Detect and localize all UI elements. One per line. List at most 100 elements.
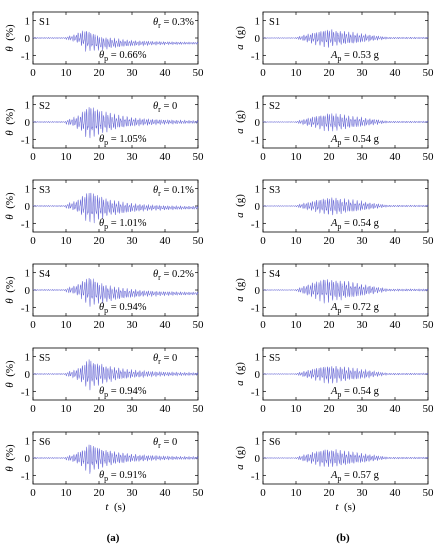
peak-drift-label: θp = 1.05%: [99, 134, 147, 147]
x-axis-unit: (s): [338, 501, 355, 513]
peak-accel-label: Ap = 0.57 g: [330, 470, 380, 483]
x-tick-label: 20: [324, 487, 336, 499]
y-axis-label: a (g): [234, 26, 246, 50]
panel-id-label: S2: [269, 101, 280, 112]
x-tick-label: 0: [260, 487, 266, 499]
y-axis-label: θ (%): [4, 360, 16, 388]
x-tick-label: 20: [324, 319, 336, 331]
residual-drift-label: θr = 0.2%: [153, 269, 194, 282]
x-tick-label: 50: [423, 403, 435, 415]
panel-id-label: S3: [39, 185, 50, 196]
peak-drift-label: θp = 1.01%: [99, 218, 147, 231]
x-tick-label: 10: [291, 319, 303, 331]
y-tick-label: 0: [255, 285, 261, 297]
x-tick-label: 10: [291, 235, 303, 247]
x-tick-label: 0: [30, 151, 36, 163]
x-tick-label: 0: [30, 67, 36, 79]
waveform-line: [32, 107, 199, 139]
x-tick-label: 50: [423, 235, 435, 247]
peak-accel-label: Ap = 0.53 g: [330, 50, 380, 63]
x-tick-label: 50: [423, 487, 435, 499]
x-tick-label: 0: [30, 319, 36, 331]
x-tick-label: 50: [193, 235, 205, 247]
y-axis-symbol: a: [234, 128, 246, 134]
panel-id-label: S1: [269, 17, 280, 28]
x-tick-label: 40: [160, 67, 172, 79]
x-tick-label: 30: [357, 151, 369, 163]
x-tick-label: 10: [291, 487, 303, 499]
peak-accel-label: Ap = 0.54 g: [330, 386, 380, 399]
waveform-line: [32, 192, 199, 224]
y-tick-label: 1: [25, 352, 31, 364]
y-axis-unit: (%): [4, 276, 16, 298]
x-tick-label: 40: [160, 403, 172, 415]
x-tick-label: 50: [193, 319, 205, 331]
y-axis-symbol: θ: [4, 382, 16, 388]
y-tick-label: -1: [251, 470, 260, 482]
y-tick-label: -1: [21, 302, 30, 314]
peak-accel-label: Ap = 0.54 g: [330, 134, 380, 147]
x-tick-label: 0: [260, 319, 266, 331]
y-axis-symbol: a: [234, 380, 246, 386]
x-tick-label: 30: [127, 151, 139, 163]
panel-id-label: S4: [39, 269, 51, 280]
x-tick-label: 40: [390, 151, 402, 163]
panel-id-label: S6: [269, 437, 280, 448]
y-axis-label: a (g): [234, 446, 246, 470]
x-axis-label: t (s): [105, 501, 126, 513]
x-tick-label: 20: [94, 487, 106, 499]
x-tick-label: 30: [127, 319, 139, 331]
x-tick-label: 40: [390, 487, 402, 499]
x-tick-label: 0: [30, 235, 36, 247]
x-tick-label: 40: [160, 235, 172, 247]
x-tick-label: 40: [160, 151, 172, 163]
y-axis-symbol: a: [234, 464, 246, 470]
y-tick-label: 1: [255, 100, 261, 112]
waveform-line: [262, 449, 429, 467]
peak-drift-label: θp = 0.94%: [99, 386, 147, 399]
x-axis-unit: (s): [108, 501, 125, 513]
y-tick-label: 1: [25, 184, 31, 196]
x-tick-label: 50: [193, 487, 205, 499]
x-tick-label: 30: [357, 67, 369, 79]
x-tick-label: 30: [127, 235, 139, 247]
y-tick-label: 0: [25, 117, 31, 129]
x-tick-label: 50: [193, 151, 205, 163]
x-tick-label: 0: [30, 403, 36, 415]
x-tick-label: 30: [357, 319, 369, 331]
peak-drift-label: θp = 0.94%: [99, 302, 147, 315]
y-axis-unit: (g): [234, 194, 246, 213]
residual-drift-label: θr = 0.1%: [153, 185, 194, 198]
y-axis-unit: (%): [4, 192, 16, 214]
caption-a: (a): [107, 532, 120, 544]
y-tick-label: 0: [25, 201, 31, 213]
x-tick-label: 50: [423, 319, 435, 331]
y-tick-label: -1: [251, 134, 260, 146]
x-tick-label: 0: [30, 487, 36, 499]
y-tick-label: 0: [25, 369, 31, 381]
y-axis-symbol: a: [234, 212, 246, 218]
x-tick-label: 30: [127, 403, 139, 415]
y-axis-symbol: θ: [4, 214, 16, 220]
y-axis-unit: (g): [234, 110, 246, 129]
x-tick-label: 10: [61, 151, 73, 163]
peak-accel-label: Ap = 0.72 g: [330, 302, 380, 315]
y-tick-label: 0: [255, 369, 261, 381]
x-tick-label: 50: [193, 67, 205, 79]
y-tick-label: -1: [21, 386, 30, 398]
caption-b: (b): [336, 532, 350, 544]
y-axis-unit: (g): [234, 26, 246, 45]
waveform-line: [262, 279, 429, 304]
x-tick-label: 10: [61, 67, 73, 79]
x-tick-label: 20: [94, 403, 106, 415]
y-tick-label: 0: [255, 117, 261, 129]
